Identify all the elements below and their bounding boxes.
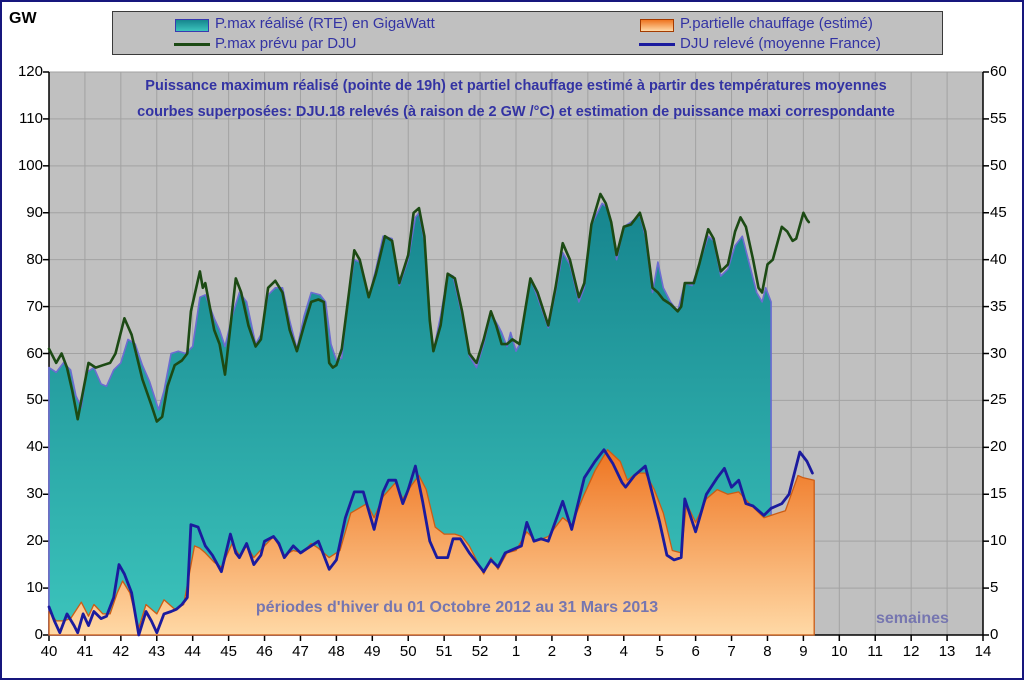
x-axis-tick-label: 50 xyxy=(399,643,417,660)
y-axis-right-label: 25 xyxy=(990,391,1007,409)
y-axis-right-label: 45 xyxy=(990,203,1007,221)
x-axis-tick-label: 5 xyxy=(655,643,664,660)
y-axis-right-label: 10 xyxy=(990,532,1007,550)
x-axis-unit-label: semaines xyxy=(876,610,949,627)
x-axis-tick-label: 9 xyxy=(799,643,808,660)
legend-item-pmax-prevu: P.max prévu par DJU xyxy=(215,35,357,52)
y-axis-left-label: 90 xyxy=(26,203,43,221)
y-axis-left-label: 50 xyxy=(26,391,43,409)
green-line-swatch-icon xyxy=(174,43,210,46)
x-axis-tick-label: 45 xyxy=(220,643,237,660)
x-axis-tick-label: 13 xyxy=(938,643,956,660)
y-axis-right-label: 40 xyxy=(990,250,1007,268)
x-axis-tick-label: 47 xyxy=(292,643,309,660)
winter-period-label: périodes d'hiver du 01 Octobre 2012 au 3… xyxy=(255,599,659,616)
y-axis-left-label: 20 xyxy=(26,532,43,550)
chart-title-line1: Puissance maximum réalisé (pointe de 19h… xyxy=(145,78,887,94)
legend-item-pmax-realise: P.max réalisé (RTE) en GigaWatt xyxy=(215,15,435,32)
y-axis-right-label: 35 xyxy=(990,297,1007,315)
x-axis-tick-label: 41 xyxy=(76,643,94,660)
x-axis-tick-label: 2 xyxy=(547,643,557,660)
x-axis-tick-label: 51 xyxy=(435,643,453,660)
y-axis-left-label: 70 xyxy=(26,297,43,315)
y-axis-left-label: 80 xyxy=(26,250,43,268)
chart-title-line2: courbes superposées: DJU.18 relevés (à r… xyxy=(137,104,895,120)
y-axis-right-label: 0 xyxy=(990,626,999,643)
series-line xyxy=(47,448,814,637)
x-axis-tick-label: 43 xyxy=(148,643,166,660)
teal-area-swatch-icon xyxy=(175,19,209,32)
y-axis-right-label: 50 xyxy=(990,156,1007,174)
y-axis-right-label: 5 xyxy=(990,579,999,597)
orange-area-swatch-icon xyxy=(640,19,674,32)
series-line xyxy=(47,192,811,423)
x-axis-tick-label: 1 xyxy=(511,643,521,660)
x-axis-tick-label: 48 xyxy=(328,643,345,660)
y-axis-left-label: 0 xyxy=(34,626,43,643)
x-axis-tick-label: 10 xyxy=(830,643,848,660)
left-axis-unit-label: GW xyxy=(9,10,37,27)
x-axis-tick-label: 44 xyxy=(184,643,202,660)
x-axis-tick-label: 46 xyxy=(256,643,273,660)
x-axis-tick-label: 11 xyxy=(867,643,883,660)
y-axis-right-label: 30 xyxy=(990,344,1007,362)
y-axis-left-label: 120 xyxy=(17,63,43,80)
x-axis-tick-label: 52 xyxy=(471,643,489,660)
legend-box: P.max réalisé (RTE) en GigaWatt P.max pr… xyxy=(112,11,943,55)
x-axis-tick-label: 6 xyxy=(691,643,700,660)
x-axis-tick-label: 3 xyxy=(583,643,593,660)
x-axis-tick-label: 42 xyxy=(112,643,130,660)
y-axis-left-label: 10 xyxy=(26,579,43,597)
x-axis-tick-label: 8 xyxy=(763,643,772,660)
x-axis-tick-label: 49 xyxy=(363,643,381,660)
x-axis-tick-label: 4 xyxy=(619,643,628,660)
x-axis-tick-label: 7 xyxy=(727,643,736,660)
x-axis-tick-label: 40 xyxy=(40,643,58,660)
y-axis-left-label: 110 xyxy=(19,109,43,127)
x-axis-tick-label: 12 xyxy=(902,643,920,660)
y-axis-left-label: 40 xyxy=(26,438,43,456)
y-axis-left-label: 60 xyxy=(26,344,43,362)
legend-item-chauffage: P.partielle chauffage (estimé) xyxy=(680,15,873,32)
y-axis-right-label: 15 xyxy=(990,485,1007,503)
navy-line-swatch-icon xyxy=(639,43,675,46)
y-axis-right-label: 60 xyxy=(990,63,1007,80)
legend-item-dju: DJU relevé (moyenne France) xyxy=(680,35,881,52)
x-axis-tick-label: 14 xyxy=(974,643,992,660)
y-axis-right-label: 20 xyxy=(990,438,1007,456)
y-axis-left-label: 100 xyxy=(17,156,43,174)
y-axis-left-label: 30 xyxy=(26,485,43,503)
y-axis-right-label: 55 xyxy=(990,109,1007,127)
